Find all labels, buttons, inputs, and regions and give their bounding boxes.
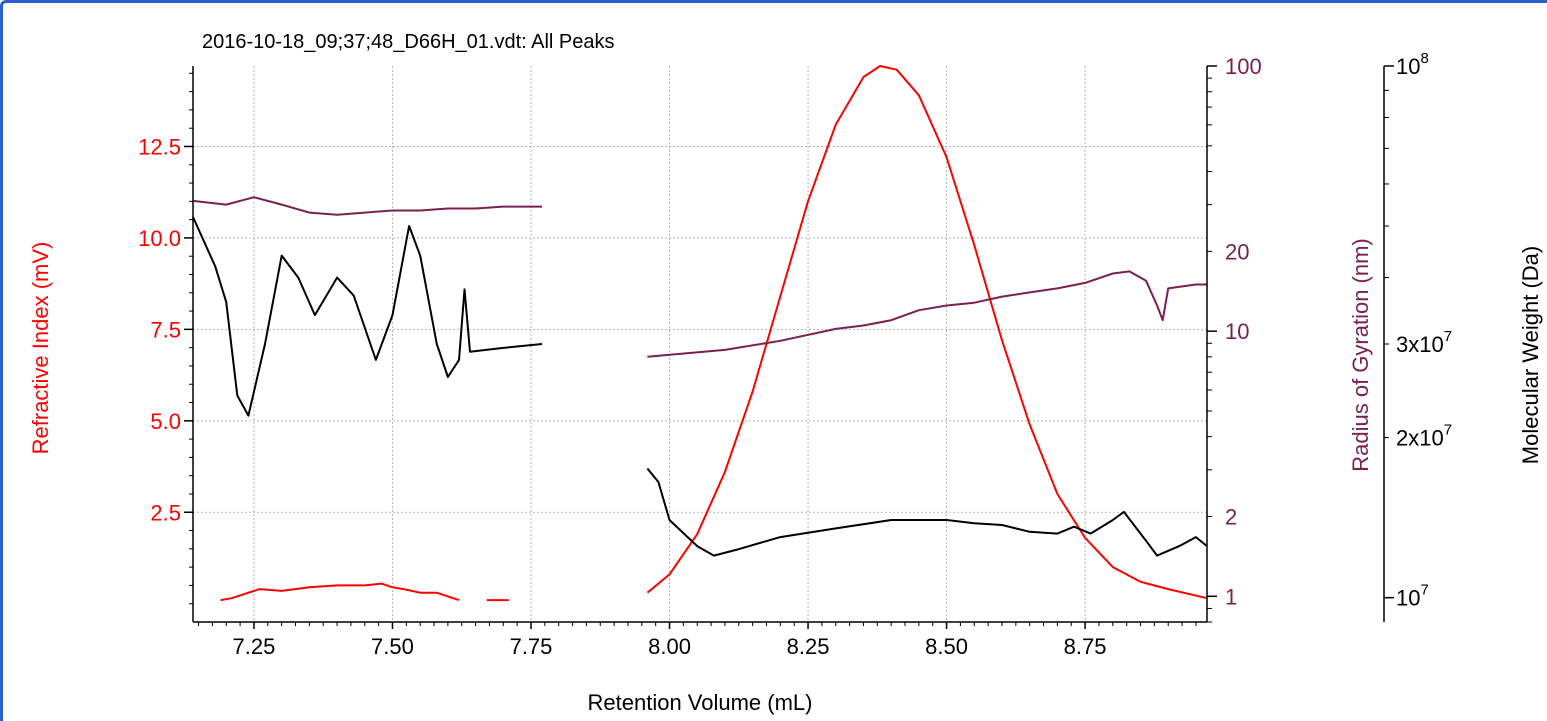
y-right2-tick-label: 2x107: [1396, 422, 1452, 451]
y-axis-label-refractive-index: Refractive Index (mV): [28, 242, 53, 455]
chart-title: 2016-10-18_09;37;48_D66H_01.vdt: All Pea…: [202, 31, 615, 53]
grid-lines: [193, 66, 1207, 622]
x-axis-label: Retention Volume (mL): [588, 690, 813, 715]
series-line-right1: [192, 196, 543, 216]
x-tick-label: 7.25: [233, 634, 276, 659]
plot-area: [192, 65, 1208, 602]
y-right1-tick-label: 10: [1225, 319, 1249, 344]
x-tick-label: 8.00: [648, 634, 691, 659]
series-line-left: [220, 582, 460, 602]
x-tick-label: 7.75: [510, 634, 553, 659]
series-line-left: [646, 65, 1208, 600]
x-tick-label: 7.50: [371, 634, 414, 659]
x-tick-label: 8.50: [925, 634, 968, 659]
y-axis-label-molecular-weight: Molecular Weight (Da): [1518, 246, 1543, 464]
y-left-tick-label: 10.0: [138, 226, 181, 251]
y-right1-tick-label: 20: [1225, 239, 1249, 264]
series-line-right2: [646, 467, 1208, 557]
y-axis-label-radius-of-gyration: Radius of Gyration (nm): [1348, 238, 1373, 472]
y-left-tick-label: 7.5: [150, 317, 181, 342]
y-right2-tick-label: 3x107: [1396, 328, 1452, 357]
series-line-right2: [192, 216, 543, 417]
y-right1-tick-label: 100: [1225, 54, 1262, 79]
y-right2-tick-label: 108: [1396, 50, 1429, 79]
axes: 7.25 7.50 7.75 8.00 8.25 8.50 8.75 2.5 5.0 7.5 10.…: [138, 50, 1452, 659]
y-right2-tick-label: 107: [1396, 582, 1429, 611]
y-left-tick-label: 5.0: [150, 409, 181, 434]
x-tick-label: 8.75: [1064, 634, 1107, 659]
y-right1-tick-label: 2: [1225, 504, 1237, 529]
series-line-right1: [647, 270, 1207, 358]
x-tick-label: 8.25: [787, 634, 830, 659]
y-left-tick-label: 12.5: [138, 134, 181, 159]
y-right1-tick-label: 1: [1225, 584, 1237, 609]
y-left-tick-label: 2.5: [150, 500, 181, 525]
